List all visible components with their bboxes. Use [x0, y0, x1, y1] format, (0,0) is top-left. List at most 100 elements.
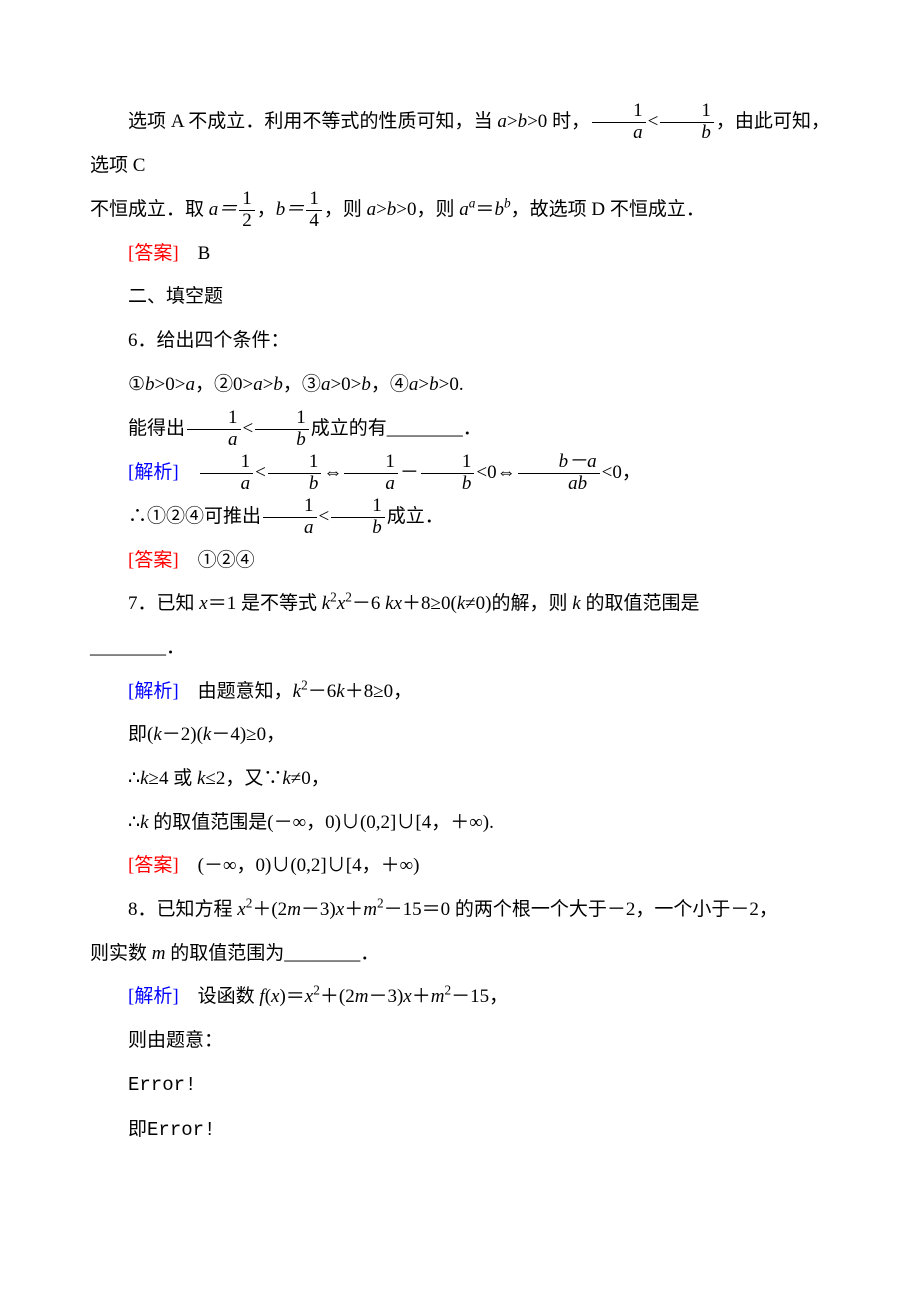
q7-blank: ________．	[90, 626, 830, 670]
q7-analysis-3: ∴k≥4 或 k≤2，又∵k≠0，	[90, 757, 830, 801]
text: 二、填空题	[128, 286, 223, 307]
text: ①	[128, 374, 145, 395]
text: －3)	[368, 986, 403, 1007]
var-a: a	[409, 374, 419, 395]
sup-b: b	[504, 195, 511, 210]
text: －	[400, 462, 419, 483]
answer-value: ①②④	[179, 550, 255, 571]
text: ≤2，又∵	[205, 768, 282, 789]
text: ∴	[128, 812, 140, 833]
analysis-label: [解析]	[128, 986, 179, 1007]
text: 成立．	[387, 506, 444, 527]
q6-analysis: [解析] 1a<1b⇔1a－1b<0⇔b－aab<0，	[90, 451, 830, 495]
text: －15，	[451, 986, 508, 1007]
fraction-1-over-b: 1b	[660, 101, 714, 144]
q8-stem-2: 则实数 m 的取值范围为________．	[90, 932, 830, 976]
var-b: b	[518, 111, 528, 132]
text: >0 时，	[527, 111, 590, 132]
text: 则由题意：	[128, 1030, 223, 1051]
text: 即(	[128, 724, 153, 745]
text: >	[418, 374, 429, 395]
var-a: a	[253, 374, 263, 395]
var-m: m	[363, 899, 377, 920]
var-x: x	[199, 593, 207, 614]
text: ＝1 是不等式	[208, 593, 322, 614]
var-k: k	[293, 681, 301, 702]
text: ＋(2	[320, 986, 355, 1007]
text: 能得出	[128, 418, 185, 439]
error-text: Error!	[128, 1074, 196, 1096]
var-k: k	[140, 768, 148, 789]
fraction-1-over-a: 1a	[200, 452, 254, 495]
answer-6: [答案] ①②④	[90, 539, 830, 583]
text: ⇔	[323, 462, 342, 483]
text: －6	[352, 593, 385, 614]
analysis-label: [解析]	[128, 681, 179, 702]
lt: <	[243, 418, 254, 439]
answer-label: [答案]	[128, 243, 179, 264]
q8-error-1: Error!	[90, 1063, 830, 1108]
sup-2: 2	[377, 896, 384, 911]
heading-fill: 二、填空题	[90, 275, 830, 319]
var-x: x	[237, 899, 245, 920]
text: >0.	[439, 374, 464, 395]
var-a: a	[321, 374, 331, 395]
text: <0，	[602, 462, 641, 483]
text: ∴	[128, 768, 140, 789]
fraction-bma-over-ab: b－aab	[518, 452, 600, 495]
var-x: x	[403, 986, 411, 1007]
text: <0⇔	[476, 462, 515, 483]
text: ＝	[475, 199, 494, 220]
fraction-1-over-a: 1a	[263, 496, 317, 539]
analysis-label: [解析]	[128, 462, 179, 483]
lt: <	[648, 111, 659, 132]
var-b: b	[361, 374, 371, 395]
var-m: m	[152, 943, 166, 964]
text: 成立的有________．	[311, 418, 482, 439]
answer-label: [答案]	[128, 855, 179, 876]
text: －15＝0 的两个根一个大于－2，一个小于－2，	[384, 899, 778, 920]
var-k: k	[322, 593, 330, 614]
text: >	[263, 374, 274, 395]
var-k: k	[385, 593, 393, 614]
sup-2: 2	[345, 590, 352, 605]
text: 设函数	[179, 986, 260, 1007]
text: ≥4 或	[149, 768, 197, 789]
q6-conclusion: ∴①②④可推出1a<1b成立．	[90, 495, 830, 539]
var-b: b	[273, 374, 283, 395]
var-a: a	[497, 111, 507, 132]
text: 8．已知方程	[128, 899, 237, 920]
var-m: m	[287, 899, 301, 920]
answer-value: (－∞，0)∪(0,2]∪[4，＋∞)	[179, 855, 420, 876]
text: >	[507, 111, 518, 132]
paragraph-option-a: 选项 A 不成立．利用不等式的性质可知，当 a>b>0 时，1a<1b，由此可知…	[90, 100, 830, 188]
q7-analysis-1: [解析] 由题意知，k2－6k＋8≥0，	[90, 670, 830, 714]
q6-question: 能得出1a<1b成立的有________．	[90, 407, 830, 451]
text: 则实数	[90, 943, 152, 964]
text: ＋8≥0，	[345, 681, 412, 702]
text: ，	[257, 199, 276, 220]
fraction-1-over-b: 1b	[268, 452, 322, 495]
text: >	[376, 199, 387, 220]
text: 7．已知	[128, 593, 199, 614]
q7-stem: 7．已知 x＝1 是不等式 k2x2－6 kx＋8≥0(k≠0)的解，则 k 的…	[90, 582, 830, 626]
text: －4)≥0，	[211, 724, 285, 745]
q6-stem: 6．给出四个条件：	[90, 319, 830, 363]
q8-stem-1: 8．已知方程 x2＋(2m－3)x＋m2－15＝0 的两个根一个大于－2，一个小…	[90, 888, 830, 932]
lt: <	[255, 462, 266, 483]
var-x: x	[305, 986, 313, 1007]
q8-analysis-1: [解析] 设函数 f(x)＝x2＋(2m－3)x＋m2－15，	[90, 975, 830, 1019]
answer-7: [答案] (－∞，0)∪(0,2]∪[4，＋∞)	[90, 844, 830, 888]
text: a＝	[209, 199, 238, 220]
text: ________．	[90, 637, 185, 658]
var-k: k	[140, 812, 148, 833]
var-a: a	[459, 199, 469, 220]
var-k: k	[572, 593, 580, 614]
answer-value: B	[179, 243, 211, 264]
text: 6．给出四个条件：	[128, 330, 290, 351]
text: b＝	[276, 199, 305, 220]
var-b: b	[145, 374, 155, 395]
text: ，②0>	[195, 374, 253, 395]
text: ∴①②④可推出	[128, 506, 261, 527]
var-m: m	[431, 986, 445, 1007]
